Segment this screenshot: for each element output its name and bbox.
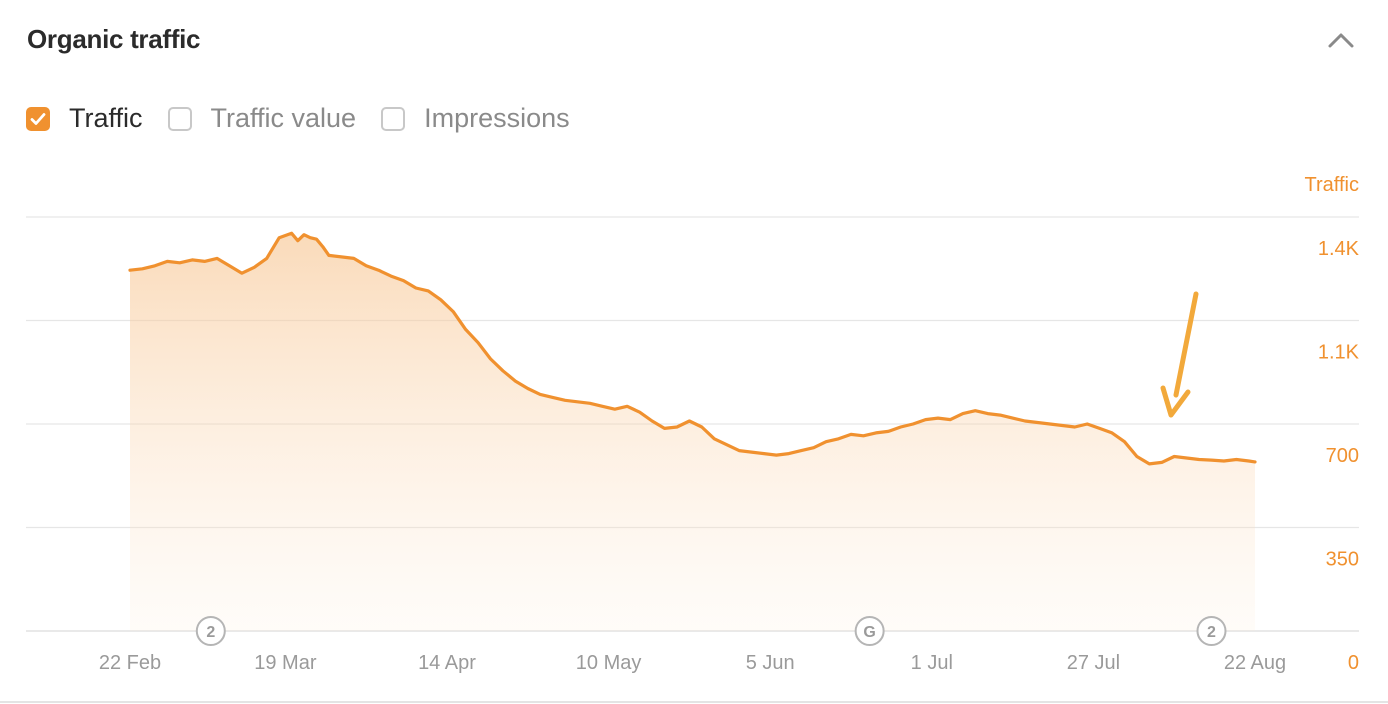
- check-icon: [30, 112, 46, 125]
- toggle-label: Traffic value: [210, 103, 357, 133]
- down-arrow: [1160, 291, 1199, 418]
- toggle-label: Impressions: [424, 103, 570, 133]
- traffic-value-checkbox[interactable]: [167, 106, 192, 131]
- toggle-impressions[interactable]: Impressions: [381, 103, 570, 134]
- event-marker[interactable]: 2: [195, 616, 226, 646]
- impressions-checkbox[interactable]: [381, 106, 406, 131]
- y-tick-label: 350: [1326, 549, 1359, 571]
- y-tick-label: 1.4K: [1318, 238, 1360, 260]
- traffic-line[interactable]: [128, 231, 1257, 466]
- toggle-label: Traffic: [69, 103, 143, 133]
- x-tick-label: 19 Mar: [254, 652, 317, 674]
- card-title: Organic traffic: [27, 24, 201, 54]
- x-tick-label: 22 Aug: [1224, 652, 1286, 674]
- traffic-area: [130, 233, 1255, 632]
- event-marker[interactable]: 2: [1196, 616, 1227, 646]
- x-tick-label: 27 Jul: [1067, 652, 1120, 674]
- toggle-traffic[interactable]: Traffic: [26, 103, 143, 134]
- x-tick-label: 10 May: [576, 652, 642, 674]
- metric-toggles: Traffic Traffic value Impressions: [26, 103, 595, 134]
- event-marker-label: G: [863, 624, 875, 641]
- event-marker-label: 2: [206, 624, 215, 641]
- traffic-checkbox[interactable]: [26, 106, 50, 131]
- x-tick-label: 14 Apr: [418, 652, 476, 674]
- toggle-traffic-value[interactable]: Traffic value: [167, 103, 357, 134]
- x-tick-label: 22 Feb: [99, 652, 161, 674]
- x-tick-label: 5 Jun: [746, 652, 795, 674]
- y-tick-label: 1.1K: [1318, 342, 1360, 364]
- event-marker[interactable]: G: [854, 616, 885, 646]
- y-axis-label: Traffic: [1305, 174, 1359, 196]
- y-tick-label: 0: [1348, 652, 1359, 674]
- x-tick-label: 1 Jul: [911, 652, 953, 674]
- event-marker-label: 2: [1207, 624, 1216, 641]
- bottom-divider: [0, 701, 1388, 703]
- y-tick-label: 700: [1326, 445, 1359, 467]
- chevron-up-icon[interactable]: [1326, 28, 1356, 52]
